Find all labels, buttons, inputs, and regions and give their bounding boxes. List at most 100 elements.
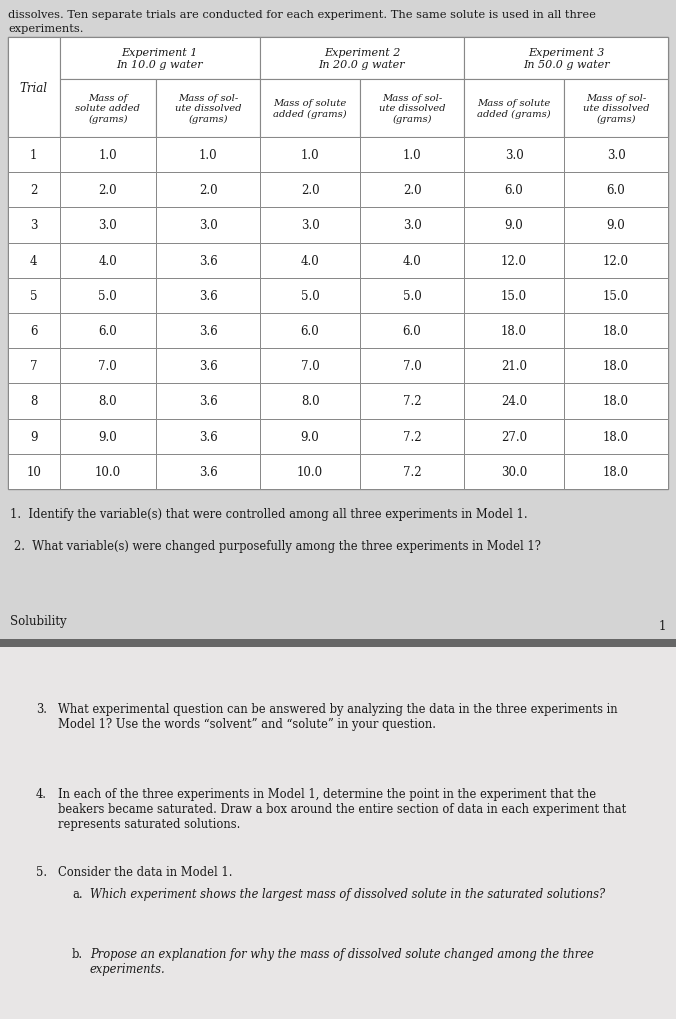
Text: 5: 5 [30, 289, 38, 303]
Text: Experiment 1
In 10.0 g water: Experiment 1 In 10.0 g water [116, 48, 203, 69]
Text: 3.0: 3.0 [505, 149, 523, 162]
Text: What experimental question can be answered by analyzing the data in the three ex: What experimental question can be answer… [58, 702, 618, 731]
Text: 3.6: 3.6 [199, 289, 218, 303]
Bar [8, 208, 59, 244]
Text: 3.0: 3.0 [607, 149, 625, 162]
Bar [464, 79, 564, 138]
Bar [464, 173, 564, 208]
Bar [564, 348, 668, 384]
Bar [360, 79, 464, 138]
Text: 6.0: 6.0 [403, 325, 421, 337]
Text: 3.6: 3.6 [199, 255, 218, 267]
Bar [59, 419, 156, 454]
Text: 5.0: 5.0 [403, 289, 421, 303]
Text: 12.0: 12.0 [603, 255, 629, 267]
Text: 4.0: 4.0 [99, 255, 117, 267]
Text: 3.6: 3.6 [199, 325, 218, 337]
Bar [156, 348, 260, 384]
Bar [360, 244, 464, 278]
Bar [564, 244, 668, 278]
Bar [8, 454, 59, 489]
Bar [59, 38, 260, 79]
Bar [260, 208, 360, 244]
Text: 2: 2 [30, 184, 37, 197]
Bar [59, 79, 156, 138]
Text: Mass of sol-
ute dissolved
(grams): Mass of sol- ute dissolved (grams) [583, 94, 650, 124]
Bar [8, 173, 59, 208]
Text: 10.0: 10.0 [297, 466, 323, 479]
Text: 9: 9 [30, 430, 38, 443]
Bar [360, 384, 464, 419]
Bar [156, 278, 260, 314]
Text: 3.6: 3.6 [199, 430, 218, 443]
Text: 6: 6 [30, 325, 38, 337]
Bar [8, 348, 59, 384]
Text: 10.0: 10.0 [95, 466, 121, 479]
Bar [360, 454, 464, 489]
Text: Which experiment shows the largest mass of dissolved solute in the saturated sol: Which experiment shows the largest mass … [90, 888, 605, 900]
Bar [59, 138, 156, 173]
Bar [156, 138, 260, 173]
Bar [260, 348, 360, 384]
Bar [360, 348, 464, 384]
Text: Mass of sol-
ute dissolved
(grams): Mass of sol- ute dissolved (grams) [379, 94, 445, 124]
Text: 9.0: 9.0 [99, 430, 117, 443]
Text: 8.0: 8.0 [301, 395, 319, 408]
Text: 7: 7 [30, 360, 38, 373]
Bar [464, 244, 564, 278]
Text: 2.  What variable(s) were changed purposefully among the three experiments in Mo: 2. What variable(s) were changed purpose… [14, 539, 541, 552]
Text: 15.0: 15.0 [501, 289, 527, 303]
Bar [464, 454, 564, 489]
Bar [464, 419, 564, 454]
Text: 4.: 4. [36, 788, 47, 800]
Text: 18.0: 18.0 [603, 360, 629, 373]
Bar [0, 0, 676, 639]
Text: 18.0: 18.0 [603, 325, 629, 337]
Bar [464, 38, 668, 79]
Text: Experiment 2
In 20.0 g water: Experiment 2 In 20.0 g water [318, 48, 406, 69]
Text: 3.0: 3.0 [99, 219, 117, 232]
Text: 2.0: 2.0 [199, 184, 218, 197]
Text: Mass of
solute added
(grams): Mass of solute added (grams) [76, 94, 141, 124]
Bar [464, 278, 564, 314]
Text: Mass of sol-
ute dissolved
(grams): Mass of sol- ute dissolved (grams) [175, 94, 241, 124]
Text: 7.2: 7.2 [403, 395, 421, 408]
Bar [156, 384, 260, 419]
Bar [156, 79, 260, 138]
Bar [260, 138, 360, 173]
Text: 2.0: 2.0 [403, 184, 421, 197]
Text: 2.0: 2.0 [301, 184, 319, 197]
Text: 18.0: 18.0 [603, 430, 629, 443]
Text: 4: 4 [30, 255, 38, 267]
Text: 7.0: 7.0 [403, 360, 421, 373]
Text: b.: b. [72, 947, 83, 960]
Text: 12.0: 12.0 [501, 255, 527, 267]
Text: 4.0: 4.0 [403, 255, 421, 267]
Bar [260, 79, 360, 138]
Text: a.: a. [72, 888, 82, 900]
Text: 7.0: 7.0 [301, 360, 320, 373]
Bar [260, 278, 360, 314]
Text: 18.0: 18.0 [501, 325, 527, 337]
Bar [260, 454, 360, 489]
Text: Experiment 3
In 50.0 g water: Experiment 3 In 50.0 g water [523, 48, 609, 69]
Text: 8: 8 [30, 395, 37, 408]
Bar [360, 278, 464, 314]
Text: 1: 1 [658, 620, 666, 633]
Bar [360, 208, 464, 244]
Text: dissolves. Ten separate trials are conducted for each experiment. The same solut: dissolves. Ten separate trials are condu… [8, 10, 596, 20]
Text: 30.0: 30.0 [501, 466, 527, 479]
Text: 3.6: 3.6 [199, 360, 218, 373]
Bar [360, 314, 464, 348]
Bar [260, 384, 360, 419]
Text: 8.0: 8.0 [99, 395, 117, 408]
Text: 1.  Identify the variable(s) that were controlled among all three experiments in: 1. Identify the variable(s) that were co… [10, 507, 528, 521]
Text: Propose an explanation for why the mass of dissolved solute changed among the th: Propose an explanation for why the mass … [90, 947, 594, 975]
Text: 3.: 3. [36, 702, 47, 715]
Bar [59, 454, 156, 489]
Bar [360, 173, 464, 208]
Text: 1.0: 1.0 [301, 149, 319, 162]
Text: 6.0: 6.0 [99, 325, 117, 337]
Bar [8, 278, 59, 314]
Bar [360, 419, 464, 454]
